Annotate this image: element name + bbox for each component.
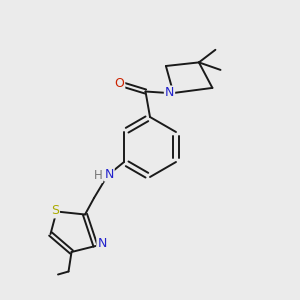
Text: H: H <box>94 169 102 182</box>
Text: N: N <box>98 237 107 250</box>
Text: N: N <box>104 167 114 181</box>
Text: O: O <box>115 77 124 90</box>
Text: S: S <box>51 204 59 218</box>
Text: N: N <box>165 86 174 100</box>
